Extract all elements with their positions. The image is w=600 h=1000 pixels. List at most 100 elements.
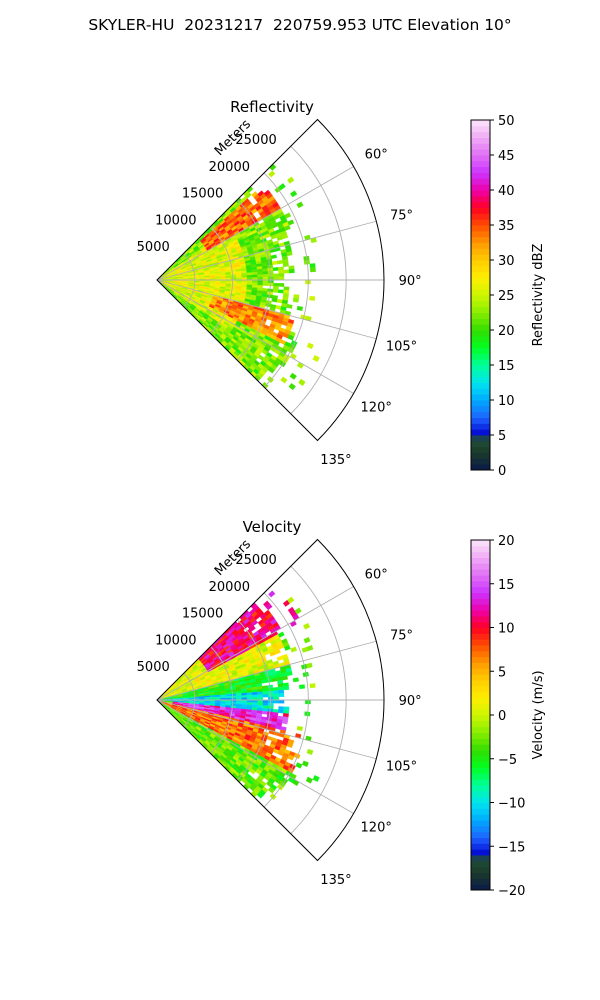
- data-cell: [287, 596, 295, 604]
- colorbar-swatch: [471, 645, 490, 652]
- data-cell: [241, 695, 248, 698]
- data-cell: [292, 677, 299, 683]
- azimuth-tick-label: 90°: [399, 274, 422, 289]
- data-cell: [220, 696, 226, 699]
- data-cell: [257, 694, 264, 698]
- colorbar-swatch: [471, 435, 490, 442]
- colorbar-swatch: [471, 767, 490, 774]
- data-cell: [278, 269, 285, 274]
- data-cell: [284, 225, 291, 231]
- colorbar-swatch: [471, 149, 490, 156]
- data-cell: [246, 694, 253, 698]
- colorbar-swatch: [471, 166, 490, 173]
- data-cell: [268, 170, 276, 178]
- data-cell: [275, 305, 282, 310]
- range-tick-label: 15000: [182, 607, 223, 622]
- data-cell: [286, 251, 293, 257]
- data-cell: [287, 754, 295, 761]
- data-cell: [209, 276, 216, 279]
- data-cell: [262, 688, 269, 692]
- data-cell: [278, 693, 285, 697]
- colorbar-swatch: [471, 831, 490, 838]
- colorbar-swatch: [471, 691, 490, 698]
- figure-title: SKYLER-HU 20231217 220759.953 UTC Elevat…: [88, 16, 512, 34]
- data-cell: [230, 695, 237, 699]
- colorbar-swatch: [471, 289, 490, 296]
- colorbar-swatch: [471, 837, 490, 844]
- data-cell: [262, 274, 269, 278]
- colorbar-swatch: [471, 300, 490, 308]
- data-cell: [283, 686, 290, 691]
- colorbar-swatch: [471, 464, 490, 471]
- colorbar-swatch: [471, 178, 490, 185]
- data-cell: [262, 268, 269, 272]
- data-cell: [257, 702, 264, 706]
- colorbar-swatch: [471, 604, 490, 611]
- data-cell: [288, 265, 295, 270]
- colorbar-swatch: [471, 306, 490, 313]
- data-cell: [292, 297, 299, 303]
- azimuth-tick-label: 135°: [320, 873, 351, 888]
- colorbar-tick-label: −15: [498, 840, 525, 855]
- colorbar-swatch: [471, 860, 490, 868]
- data-cell: [288, 269, 295, 274]
- data-cell: [312, 354, 320, 363]
- data-cell: [271, 260, 278, 265]
- colorbar-swatch: [471, 540, 490, 547]
- data-cell: [296, 725, 303, 731]
- data-cell: [278, 273, 285, 277]
- colorbar-swatch: [471, 423, 490, 430]
- colorbar-swatch: [471, 750, 490, 757]
- colorbar-swatch: [471, 598, 490, 605]
- range-tick-label: 25000: [235, 553, 276, 568]
- data-cell: [296, 305, 303, 311]
- colorbar-swatch: [471, 563, 490, 570]
- data-cell: [295, 762, 303, 769]
- colorbar-swatch: [471, 277, 490, 284]
- data-cell: [273, 276, 279, 281]
- colorbar-tick-label: 5: [498, 429, 506, 444]
- colorbar-swatch: [471, 446, 490, 453]
- colorbar-swatch: [471, 335, 490, 343]
- data-cell: [277, 259, 284, 265]
- data-cell: [246, 274, 253, 278]
- azimuth-tick-label: 105°: [386, 760, 417, 775]
- colorbar-label: Velocity (m/s): [531, 670, 546, 759]
- data-cell: [246, 692, 253, 696]
- colorbar-swatch: [471, 125, 490, 133]
- radar-field: [156, 590, 320, 801]
- colorbar-swatch: [471, 394, 490, 401]
- data-cell: [283, 706, 290, 711]
- data-cell: [278, 686, 284, 691]
- data-cell: [251, 271, 258, 276]
- colorbar-swatch: [471, 825, 490, 833]
- colorbar-swatch: [471, 242, 490, 249]
- azimuth-tick-label: 60°: [365, 147, 388, 162]
- data-cell: [283, 286, 290, 291]
- colorbar-swatch: [471, 814, 490, 821]
- data-cell: [273, 693, 279, 698]
- data-cell: [303, 622, 311, 630]
- colorbar-swatch: [471, 225, 490, 232]
- colorbar-swatch: [471, 201, 490, 208]
- colorbar-swatch: [471, 347, 490, 354]
- colorbar-tick-label: −10: [498, 797, 525, 812]
- azimuth-gridline: [156, 279, 354, 394]
- colorbar-swatch: [471, 283, 490, 290]
- colorbar-swatch: [471, 715, 490, 722]
- colorbar-swatch: [471, 195, 490, 203]
- data-cell: [241, 272, 248, 276]
- colorbar-swatch: [471, 184, 490, 191]
- colorbar-swatch: [471, 318, 490, 325]
- data-cell: [302, 760, 309, 768]
- range-tick-label: 20000: [209, 580, 250, 595]
- data-cell: [262, 694, 269, 698]
- colorbar-tick-label: 0: [498, 464, 506, 479]
- colorbar-swatch: [471, 370, 490, 378]
- data-cell: [282, 682, 289, 687]
- colorbar-tick-label: 15: [498, 578, 515, 593]
- colorbar-swatch: [471, 155, 490, 162]
- panel-title: Reflectivity: [230, 98, 314, 116]
- colorbar-tick-label: 15: [498, 359, 515, 374]
